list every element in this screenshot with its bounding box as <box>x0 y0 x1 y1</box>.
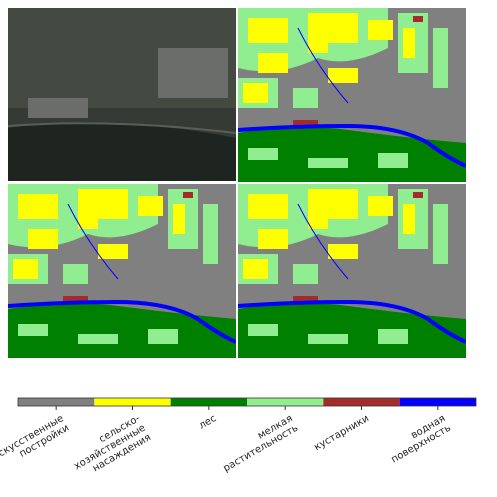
legend-label-text: воднаяповерхность <box>384 413 453 466</box>
legend-label-text: искусственныепостройки <box>0 413 71 472</box>
legend-label-line: кустарники <box>312 413 371 453</box>
legend-label-text: сельско-хозяйственныенасаждения <box>67 413 153 482</box>
satellite-image <box>7 8 237 181</box>
legend-label: искусственныепостройки <box>0 413 71 472</box>
colorbar-segment <box>94 398 171 406</box>
legend-label: воднаяповерхность <box>384 413 453 466</box>
colorbar-frame <box>17 397 477 407</box>
legend-label-line: лес <box>197 413 218 432</box>
legend-label: сельско-хозяйственныенасаждения <box>67 413 153 482</box>
colorbar-segment <box>247 398 324 406</box>
colorbar-segment <box>399 398 476 406</box>
colorbar-segment <box>18 398 95 406</box>
segmentation-map <box>8 184 236 358</box>
legend-label: лес <box>197 413 218 432</box>
segmentation-map <box>238 184 466 358</box>
segmentation-map <box>238 8 466 182</box>
legend-label-text: лес <box>197 413 218 432</box>
legend-label: кустарники <box>312 413 371 453</box>
colorbar-segment <box>323 398 400 406</box>
legend-label: мелкаярастительность <box>216 413 301 474</box>
colorbar-segment <box>170 398 247 406</box>
legend-label-text: мелкаярастительность <box>216 413 300 474</box>
legend-label-text: кустарники <box>312 413 371 453</box>
